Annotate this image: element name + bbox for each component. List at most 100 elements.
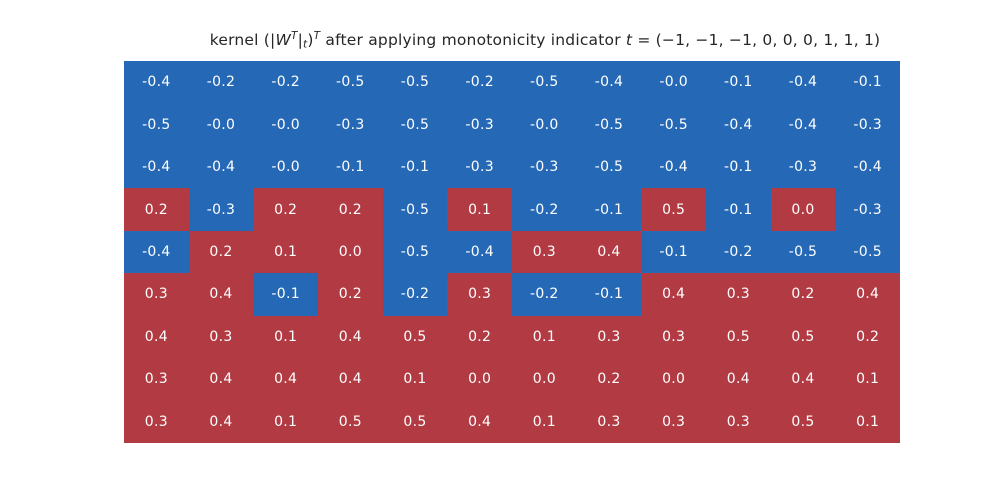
heatmap-cell: 0.4 bbox=[770, 358, 836, 401]
heatmap-cell: -0.5 bbox=[382, 230, 448, 274]
heatmap-cell: 0.4 bbox=[705, 358, 771, 401]
heatmap-cell: 0.5 bbox=[317, 400, 383, 443]
heatmap-cell: 0.0 bbox=[317, 230, 383, 274]
heatmap-cell: 0.1 bbox=[253, 315, 318, 359]
heatmap-cell: -0.0 bbox=[253, 145, 318, 189]
heatmap-cell: 0.4 bbox=[835, 273, 900, 316]
heatmap-cell: 0.3 bbox=[641, 400, 706, 443]
heatmap-cell: 0.5 bbox=[705, 315, 771, 359]
heatmap-cell: -0.5 bbox=[641, 103, 706, 146]
title-bar: | bbox=[297, 31, 304, 49]
heatmap-cell: -0.2 bbox=[511, 273, 577, 316]
heatmap-cell: 0.2 bbox=[576, 358, 642, 401]
heatmap-cell: -0.4 bbox=[641, 145, 706, 189]
heatmap-cell: -0.2 bbox=[188, 61, 254, 104]
heatmap-cell: 0.1 bbox=[835, 400, 900, 443]
heatmap-cell: 0.4 bbox=[188, 273, 254, 316]
heatmap-cell: -0.1 bbox=[382, 145, 448, 189]
heatmap-cell: 0.3 bbox=[188, 315, 254, 359]
heatmap-cell: 0.5 bbox=[382, 400, 448, 443]
heatmap-cell: -0.4 bbox=[770, 103, 836, 146]
heatmap-cell: 0.3 bbox=[641, 315, 706, 359]
heatmap-cell: 0.2 bbox=[317, 188, 383, 231]
heatmap-cell: 0.1 bbox=[253, 400, 318, 443]
heatmap-cell: -0.4 bbox=[447, 230, 512, 274]
heatmap-cell: -0.3 bbox=[835, 188, 900, 231]
heatmap-cell: -0.4 bbox=[770, 61, 836, 104]
heatmap-cell: -0.1 bbox=[576, 273, 642, 316]
heatmap-cell: -0.2 bbox=[447, 61, 512, 104]
heatmap-cell: -0.3 bbox=[447, 103, 512, 146]
heatmap-cell: -0.5 bbox=[835, 230, 900, 274]
heatmap-cell: 0.3 bbox=[124, 400, 189, 443]
heatmap-cell: 0.5 bbox=[770, 400, 836, 443]
heatmap-cell: 0.1 bbox=[511, 315, 577, 359]
heatmap-cell: -0.1 bbox=[705, 61, 771, 104]
heatmap-cell: 0.4 bbox=[188, 400, 254, 443]
heatmap-cell: -0.1 bbox=[641, 230, 706, 274]
heatmap-cell: 0.3 bbox=[124, 273, 189, 316]
heatmap-cell: -0.5 bbox=[382, 61, 448, 104]
heatmap-cell: 0.2 bbox=[124, 188, 189, 231]
heatmap-cell: 0.2 bbox=[188, 230, 254, 274]
heatmap-cell: -0.5 bbox=[317, 61, 383, 104]
heatmap-cell: -0.5 bbox=[770, 230, 836, 274]
heatmap-cell: 0.1 bbox=[253, 230, 318, 274]
title-text-middle: after applying monotonicity indicator bbox=[320, 31, 626, 49]
title-text: kernel (| bbox=[209, 31, 276, 49]
heatmap-cell: 0.2 bbox=[835, 315, 900, 359]
heatmap-cell: -0.5 bbox=[576, 103, 642, 146]
heatmap-cell: -0.2 bbox=[382, 273, 448, 316]
heatmap-cell: 0.2 bbox=[253, 188, 318, 231]
heatmap-cell: -0.1 bbox=[705, 188, 771, 231]
heatmap-cell: 0.4 bbox=[576, 230, 642, 274]
heatmap-cell: -0.5 bbox=[511, 61, 577, 104]
heatmap-cell: -0.1 bbox=[705, 145, 771, 189]
heatmap-cell: 0.3 bbox=[447, 273, 512, 316]
heatmap-cell: -0.5 bbox=[576, 145, 642, 189]
title-close-paren: ) bbox=[307, 31, 314, 49]
chart-title: kernel (|WT|t)T after applying monotonic… bbox=[209, 30, 881, 51]
heatmap-cell: 0.5 bbox=[382, 315, 448, 359]
heatmap-cell: 0.4 bbox=[124, 315, 189, 359]
title-outer-transpose: T bbox=[313, 30, 321, 43]
heatmap-cell: -0.4 bbox=[576, 61, 642, 104]
title-w-transpose: T bbox=[290, 30, 298, 43]
heatmap-cell: -0.0 bbox=[511, 103, 577, 146]
heatmap-cell: -0.1 bbox=[576, 188, 642, 231]
heatmap-cell: 0.2 bbox=[770, 273, 836, 316]
heatmap-grid: -0.4 -0.2 -0.2 -0.5 -0.5 -0.2 -0.5 -0.4 -0.0 -0.1… bbox=[124, 61, 900, 443]
heatmap-cell: 0.0 bbox=[641, 358, 706, 401]
title-indicator-values: = (−1, −1, −1, 0, 0, 0, 1, 1, 1) bbox=[632, 31, 881, 49]
heatmap-cell: 0.4 bbox=[317, 315, 383, 359]
heatmap-cell: 0.4 bbox=[447, 400, 512, 443]
heatmap-cell: 0.3 bbox=[511, 230, 577, 274]
heatmap-cell: -0.4 bbox=[188, 145, 254, 189]
heatmap-cell: -0.1 bbox=[253, 273, 318, 316]
heatmap-cell: 0.3 bbox=[124, 358, 189, 401]
title-w-var: W bbox=[275, 31, 291, 49]
title-t-subscript: t bbox=[303, 38, 308, 51]
heatmap-cell: -0.0 bbox=[641, 61, 706, 104]
heatmap-cell: -0.1 bbox=[835, 61, 900, 104]
heatmap-cell: 0.0 bbox=[770, 188, 836, 231]
heatmap-cell: 0.1 bbox=[382, 358, 448, 401]
heatmap-cell: 0.3 bbox=[705, 273, 771, 316]
heatmap-cell: 0.1 bbox=[511, 400, 577, 443]
heatmap-cell: -0.4 bbox=[705, 103, 771, 146]
heatmap-cell: -0.4 bbox=[835, 145, 900, 189]
heatmap-cell: -0.3 bbox=[317, 103, 383, 146]
heatmap-cell: 0.0 bbox=[511, 358, 577, 401]
heatmap-cell: 0.1 bbox=[447, 188, 512, 231]
heatmap-cell: 0.1 bbox=[835, 358, 900, 401]
heatmap-cell: -0.2 bbox=[253, 61, 318, 104]
heatmap-cell: -0.2 bbox=[511, 188, 577, 231]
heatmap-cell: 0.2 bbox=[447, 315, 512, 359]
heatmap-cell: 0.5 bbox=[641, 188, 706, 231]
title-t-var: t bbox=[625, 31, 633, 49]
heatmap-cell: 0.4 bbox=[317, 358, 383, 401]
heatmap-cell: 0.3 bbox=[576, 315, 642, 359]
heatmap-cell: 0.4 bbox=[641, 273, 706, 316]
heatmap-cell: -0.3 bbox=[511, 145, 577, 189]
